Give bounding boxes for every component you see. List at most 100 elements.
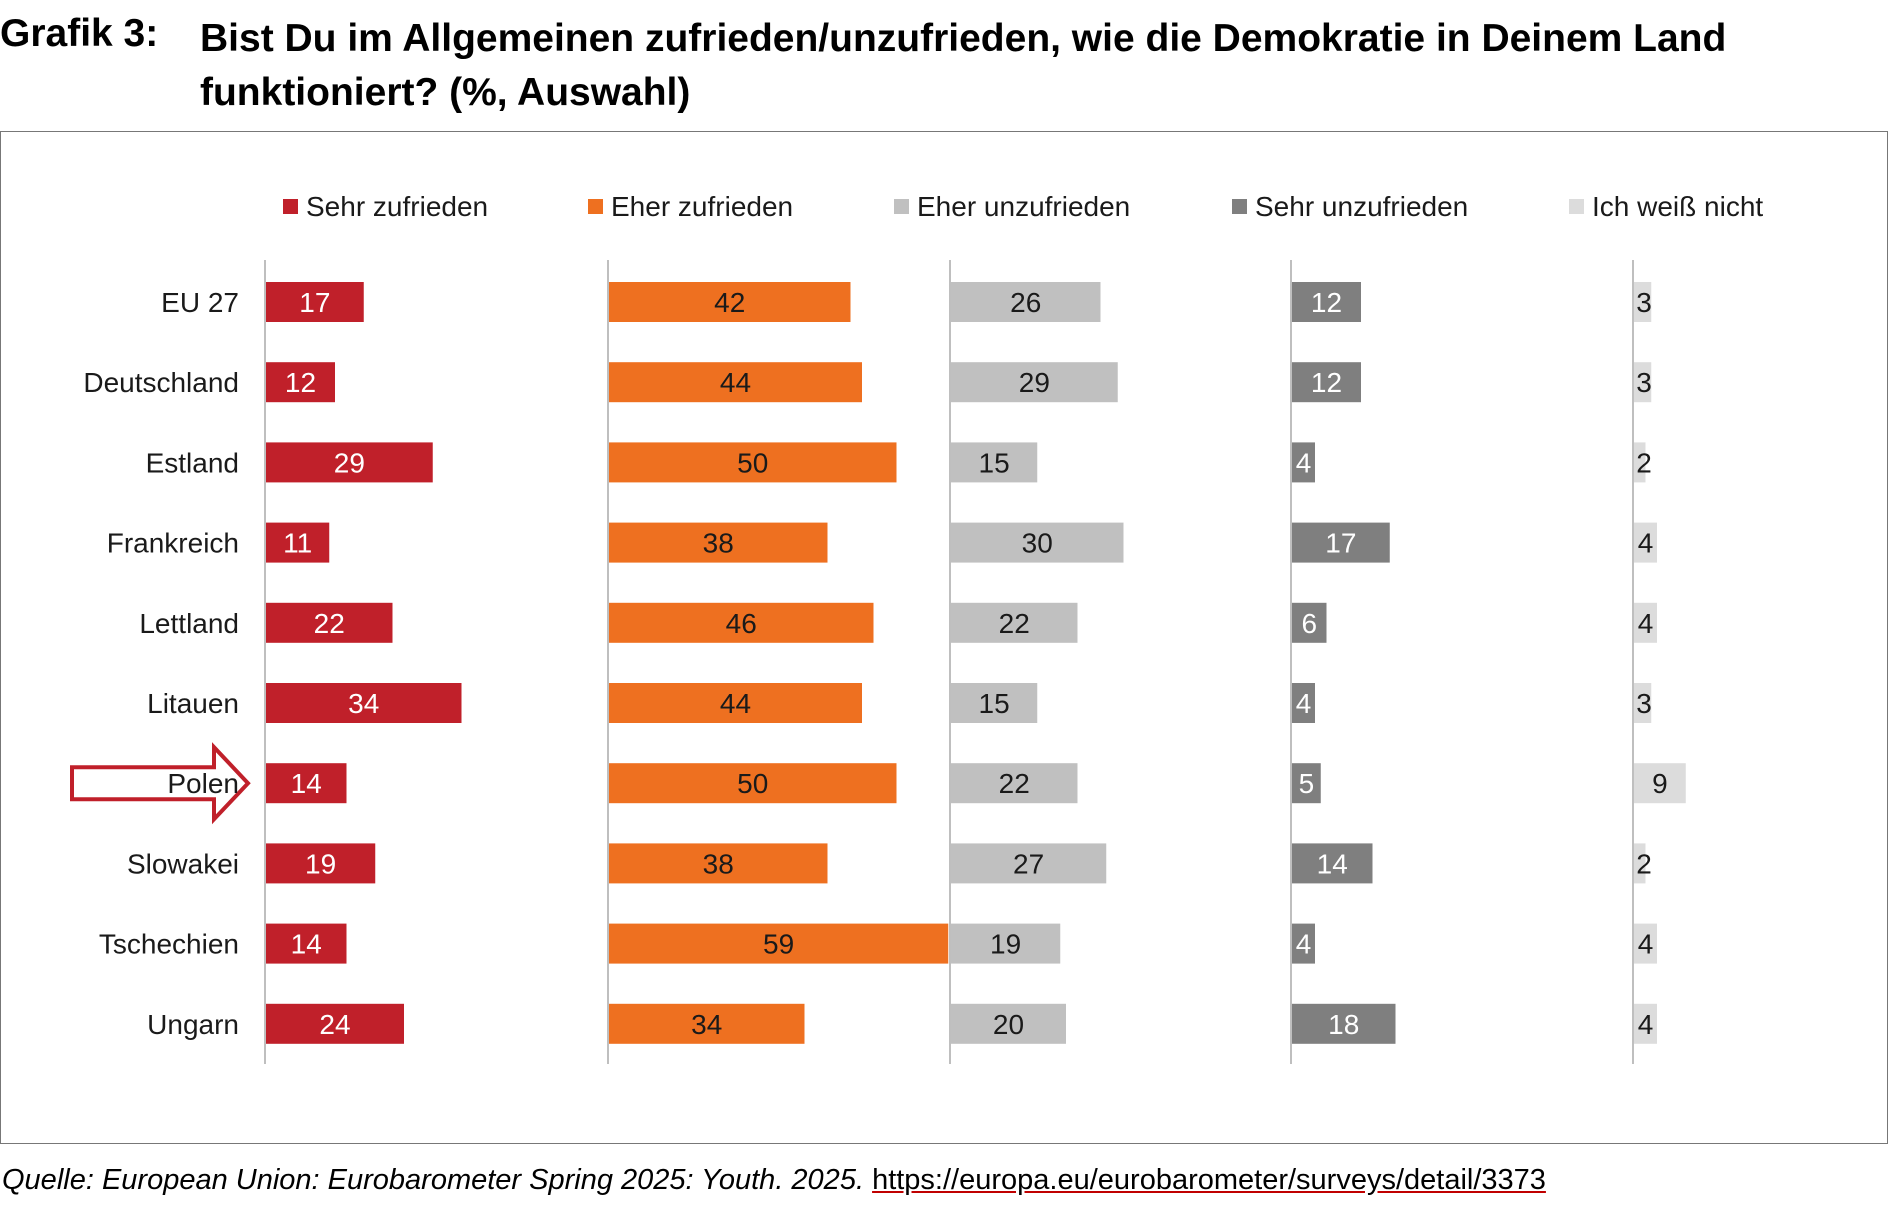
bar-sehr-unzufrieden-litauen: [1292, 683, 1315, 723]
bar-sehr-unzufrieden-eu-27: [1292, 282, 1361, 322]
category-label-eu-27: EU 27: [161, 287, 239, 318]
data-label-sehr-unzufrieden-slowakei: 14: [1317, 848, 1348, 879]
data-label-sehr-zufrieden-ungarn: 24: [319, 1009, 350, 1040]
bar-eher-unzufrieden-frankreich: [951, 522, 1124, 563]
bar-chart: Sehr zufrieden Eher zufrieden Eher unzufri…: [70, 191, 1763, 1064]
data-label-sehr-zufrieden-estland: 29: [334, 447, 365, 478]
bar-ich-weiss-nicht-litauen: [1634, 683, 1652, 723]
data-label-sehr-unzufrieden-frankreich: 17: [1325, 528, 1356, 559]
data-label-eher-zufrieden-polen: 50: [737, 768, 768, 799]
bar-sehr-unzufrieden-slowakei: [1292, 843, 1373, 884]
bar-ich-weiss-nicht-ungarn: [1634, 1003, 1657, 1044]
bar-eher-zufrieden-frankreich: [609, 522, 828, 563]
bar-sehr-zufrieden-tschechien: [266, 923, 347, 964]
bar-sehr-zufrieden-polen: [266, 763, 347, 804]
data-label-eher-zufrieden-deutschland: 44: [720, 367, 751, 398]
data-label-sehr-unzufrieden-eu-27: 12: [1311, 287, 1342, 318]
bar-sehr-unzufrieden-polen: [1292, 763, 1321, 804]
bar-eher-unzufrieden-ungarn: [951, 1003, 1066, 1044]
category-label-estland: Estland: [146, 447, 239, 478]
data-label-sehr-unzufrieden-tschechien: 4: [1296, 929, 1312, 960]
data-label-eher-unzufrieden-deutschland: 29: [1019, 367, 1050, 398]
data-label-sehr-zufrieden-tschechien: 14: [291, 929, 322, 960]
bar-ich-weiss-nicht-frankreich: [1634, 522, 1657, 563]
data-label-ich-weiss-nicht-tschechien: 4: [1638, 929, 1654, 960]
data-label-eher-unzufrieden-slowakei: 27: [1013, 848, 1044, 879]
bar-ich-weiss-nicht-deutschland: [1634, 362, 1652, 403]
legend-label-eher-unzufrieden: Eher unzufrieden: [917, 191, 1130, 222]
data-label-ich-weiss-nicht-slowakei: 2: [1636, 848, 1652, 879]
data-label-ich-weiss-nicht-ungarn: 4: [1638, 1009, 1654, 1040]
data-label-eher-zufrieden-estland: 50: [737, 447, 768, 478]
bar-sehr-zufrieden-estland: [266, 442, 433, 483]
data-label-ich-weiss-nicht-estland: 2: [1636, 447, 1652, 478]
bar-eher-unzufrieden-lettland: [951, 602, 1078, 643]
bar-sehr-unzufrieden-lettland: [1292, 602, 1327, 643]
data-label-ich-weiss-nicht-frankreich: 4: [1638, 528, 1654, 559]
data-label-eher-zufrieden-frankreich: 38: [703, 528, 734, 559]
data-label-sehr-zufrieden-eu-27: 17: [299, 287, 330, 318]
bar-sehr-unzufrieden-deutschland: [1292, 362, 1361, 403]
category-label-deutschland: Deutschland: [83, 367, 239, 398]
data-label-sehr-unzufrieden-ungarn: 18: [1328, 1009, 1359, 1040]
category-label-slowakei: Slowakei: [127, 848, 239, 879]
bar-ich-weiss-nicht-tschechien: [1634, 923, 1657, 964]
highlight-arrow-icon: [70, 742, 251, 825]
bar-ich-weiss-nicht-slowakei: [1634, 843, 1646, 884]
source-text: Quelle: European Union: Eurobarometer Sp…: [2, 1164, 864, 1196]
data-label-ich-weiss-nicht-litauen: 3: [1636, 688, 1652, 719]
category-label-polen: Polen: [167, 768, 239, 799]
bar-eher-unzufrieden-tschechien: [951, 923, 1061, 964]
source-link[interactable]: https://europa.eu/eurobarometer/surveys/…: [872, 1164, 1546, 1196]
bar-sehr-zufrieden-lettland: [266, 602, 393, 643]
bar-ich-weiss-nicht-lettland: [1634, 602, 1657, 643]
bar-eher-zufrieden-eu-27: [609, 282, 851, 322]
bar-sehr-zufrieden-slowakei: [266, 843, 376, 884]
category-label-tschechien: Tschechien: [99, 929, 239, 960]
data-label-eher-zufrieden-tschechien: 59: [763, 929, 794, 960]
category-label-frankreich: Frankreich: [107, 528, 239, 559]
category-label-litauen: Litauen: [147, 688, 239, 719]
bar-sehr-unzufrieden-frankreich: [1292, 522, 1390, 563]
legend-label-eher-zufrieden: Eher zufrieden: [611, 191, 793, 222]
source-note: Quelle: European Union: Eurobarometer Sp…: [2, 1164, 1546, 1197]
data-label-sehr-unzufrieden-estland: 4: [1296, 447, 1312, 478]
data-label-ich-weiss-nicht-lettland: 4: [1638, 608, 1654, 639]
bar-ich-weiss-nicht-polen: [1634, 763, 1686, 804]
legend-swatch-sehr-zufrieden: [283, 199, 298, 214]
data-label-eher-zufrieden-lettland: 46: [726, 608, 757, 639]
data-label-sehr-unzufrieden-lettland: 6: [1301, 608, 1317, 639]
data-label-eher-unzufrieden-ungarn: 20: [993, 1009, 1024, 1040]
data-label-eher-unzufrieden-lettland: 22: [999, 608, 1030, 639]
data-label-eher-unzufrieden-eu-27: 26: [1010, 287, 1041, 318]
data-label-sehr-zufrieden-frankreich: 11: [283, 528, 312, 559]
data-label-sehr-zufrieden-deutschland: 12: [285, 367, 316, 398]
data-label-sehr-zufrieden-slowakei: 19: [305, 848, 336, 879]
category-label-lettland: Lettland: [139, 608, 239, 639]
bar-ich-weiss-nicht-eu-27: [1634, 282, 1652, 322]
data-label-eher-zufrieden-eu-27: 42: [714, 287, 745, 318]
data-label-ich-weiss-nicht-eu-27: 3: [1636, 287, 1652, 318]
bar-eher-zufrieden-ungarn: [609, 1003, 805, 1044]
bar-eher-unzufrieden-estland: [951, 442, 1038, 483]
bar-eher-unzufrieden-litauen: [951, 683, 1038, 723]
legend-label-sehr-unzufrieden: Sehr unzufrieden: [1255, 191, 1468, 222]
bar-eher-unzufrieden-polen: [951, 763, 1078, 804]
legend-swatch-eher-unzufrieden: [894, 199, 909, 214]
bar-sehr-zufrieden-ungarn: [266, 1003, 404, 1044]
category-label-ungarn: Ungarn: [147, 1009, 239, 1040]
legend-swatch-ich-weiss-nicht: [1569, 199, 1584, 214]
data-label-eher-unzufrieden-polen: 22: [999, 768, 1030, 799]
bar-eher-unzufrieden-eu-27: [951, 282, 1101, 322]
bar-eher-unzufrieden-deutschland: [951, 362, 1118, 403]
data-label-eher-unzufrieden-tschechien: 19: [990, 929, 1021, 960]
bar-eher-zufrieden-deutschland: [609, 362, 862, 403]
data-label-sehr-zufrieden-litauen: 34: [348, 688, 379, 719]
data-label-eher-zufrieden-ungarn: 34: [691, 1009, 722, 1040]
data-label-ich-weiss-nicht-polen: 9: [1652, 768, 1668, 799]
legend-label-sehr-zufrieden: Sehr zufrieden: [306, 191, 488, 222]
bar-eher-zufrieden-estland: [609, 442, 897, 483]
bar-eher-zufrieden-litauen: [609, 683, 862, 723]
data-label-sehr-unzufrieden-litauen: 4: [1296, 688, 1312, 719]
bar-sehr-zufrieden-litauen: [266, 683, 462, 723]
